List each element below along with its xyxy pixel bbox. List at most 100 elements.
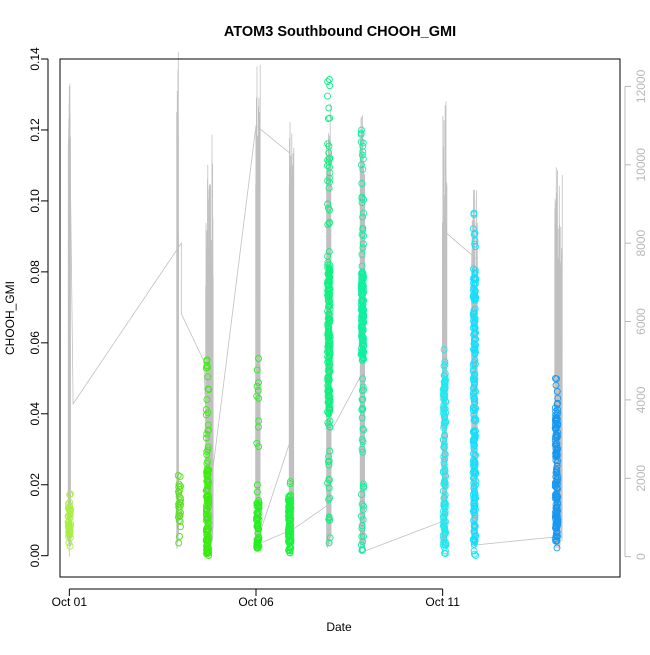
data-point [325,158,333,166]
data-point [284,512,292,520]
data-point [441,379,449,386]
data-point [358,396,366,404]
data-point [175,539,183,547]
y-axis-label: CHOOH_GMI [3,281,17,355]
data-point [325,142,333,150]
data-point [324,290,332,297]
data-point [470,487,478,495]
data-point [360,426,368,434]
data-point [470,473,478,481]
data-point [205,497,213,505]
data-point [470,521,478,529]
y-left-tick-label: 0.06 [28,331,42,355]
data-point [359,213,367,221]
data-point [470,340,478,348]
data-point [253,366,261,374]
data-point [325,268,333,276]
data-point [205,502,212,510]
data-point [253,514,261,522]
data-point [176,498,184,506]
data-point [359,285,367,292]
data-point [360,502,367,510]
chart-title: ATOM3 Southbound CHOOH_GMI [224,24,456,40]
data-point [254,529,262,537]
data-point [472,275,479,282]
data-point [471,537,479,545]
data-point [552,416,560,424]
data-point [472,451,479,459]
data-point [440,387,448,395]
data-point [440,392,447,400]
data-point [358,194,366,202]
y-left-tick-label: 0.00 [28,544,42,568]
data-point [325,76,333,83]
data-point [358,546,366,553]
data-point [324,479,332,487]
data-point [325,539,333,547]
data-point [359,310,367,318]
data-point [359,383,367,391]
data-point [66,490,74,498]
data-point [204,385,212,393]
data-point [470,411,478,419]
data-point [358,273,366,281]
data-point [176,512,183,520]
data-point [359,538,367,546]
data-point [202,434,210,442]
data-point [253,392,261,400]
data-point [440,345,448,353]
data-point [286,517,293,525]
data-point [359,480,367,488]
data-point [358,151,366,159]
data-point [204,549,212,557]
data-point [471,289,479,297]
data-point [66,505,74,513]
data-point [325,515,333,523]
data-point [551,494,559,502]
data-point [324,92,331,100]
data-point [255,423,262,431]
data-point [469,365,477,373]
data-point [472,477,480,485]
y-right-tick-label: 8000 [634,230,648,257]
y-right-tick-label: 0 [634,553,648,560]
data-point [326,310,333,318]
data-point [254,540,262,548]
data-point [176,533,183,540]
data-point [204,457,212,465]
data-point [441,526,449,534]
data-point [324,331,332,339]
data-point [255,354,262,362]
data-point [554,499,561,507]
data-point [255,379,262,387]
data-point [359,313,367,321]
data-point [359,375,367,383]
y-left-tick-label: 0.14 [28,47,42,71]
data-point [325,315,333,323]
data-point [358,199,366,207]
data-point [325,408,333,416]
data-point [286,478,294,486]
data-point [358,231,366,239]
altitude-burst-1 [176,52,180,549]
data-point [359,425,367,433]
data-point [324,264,332,272]
data-point [326,534,334,542]
data-point [439,512,447,520]
data-point [357,138,365,146]
data-point [441,529,449,537]
data-point [326,332,334,340]
data-point [255,443,263,451]
y-right-tick-label: 4000 [634,386,648,413]
data-point [440,522,448,530]
data-point [202,526,210,534]
data-point [176,482,184,490]
data-points-layer [64,76,562,559]
data-point [325,272,333,280]
data-point [325,475,333,483]
data-point [358,250,366,258]
data-point [325,496,333,504]
data-point [325,358,333,366]
data-point [471,240,479,248]
